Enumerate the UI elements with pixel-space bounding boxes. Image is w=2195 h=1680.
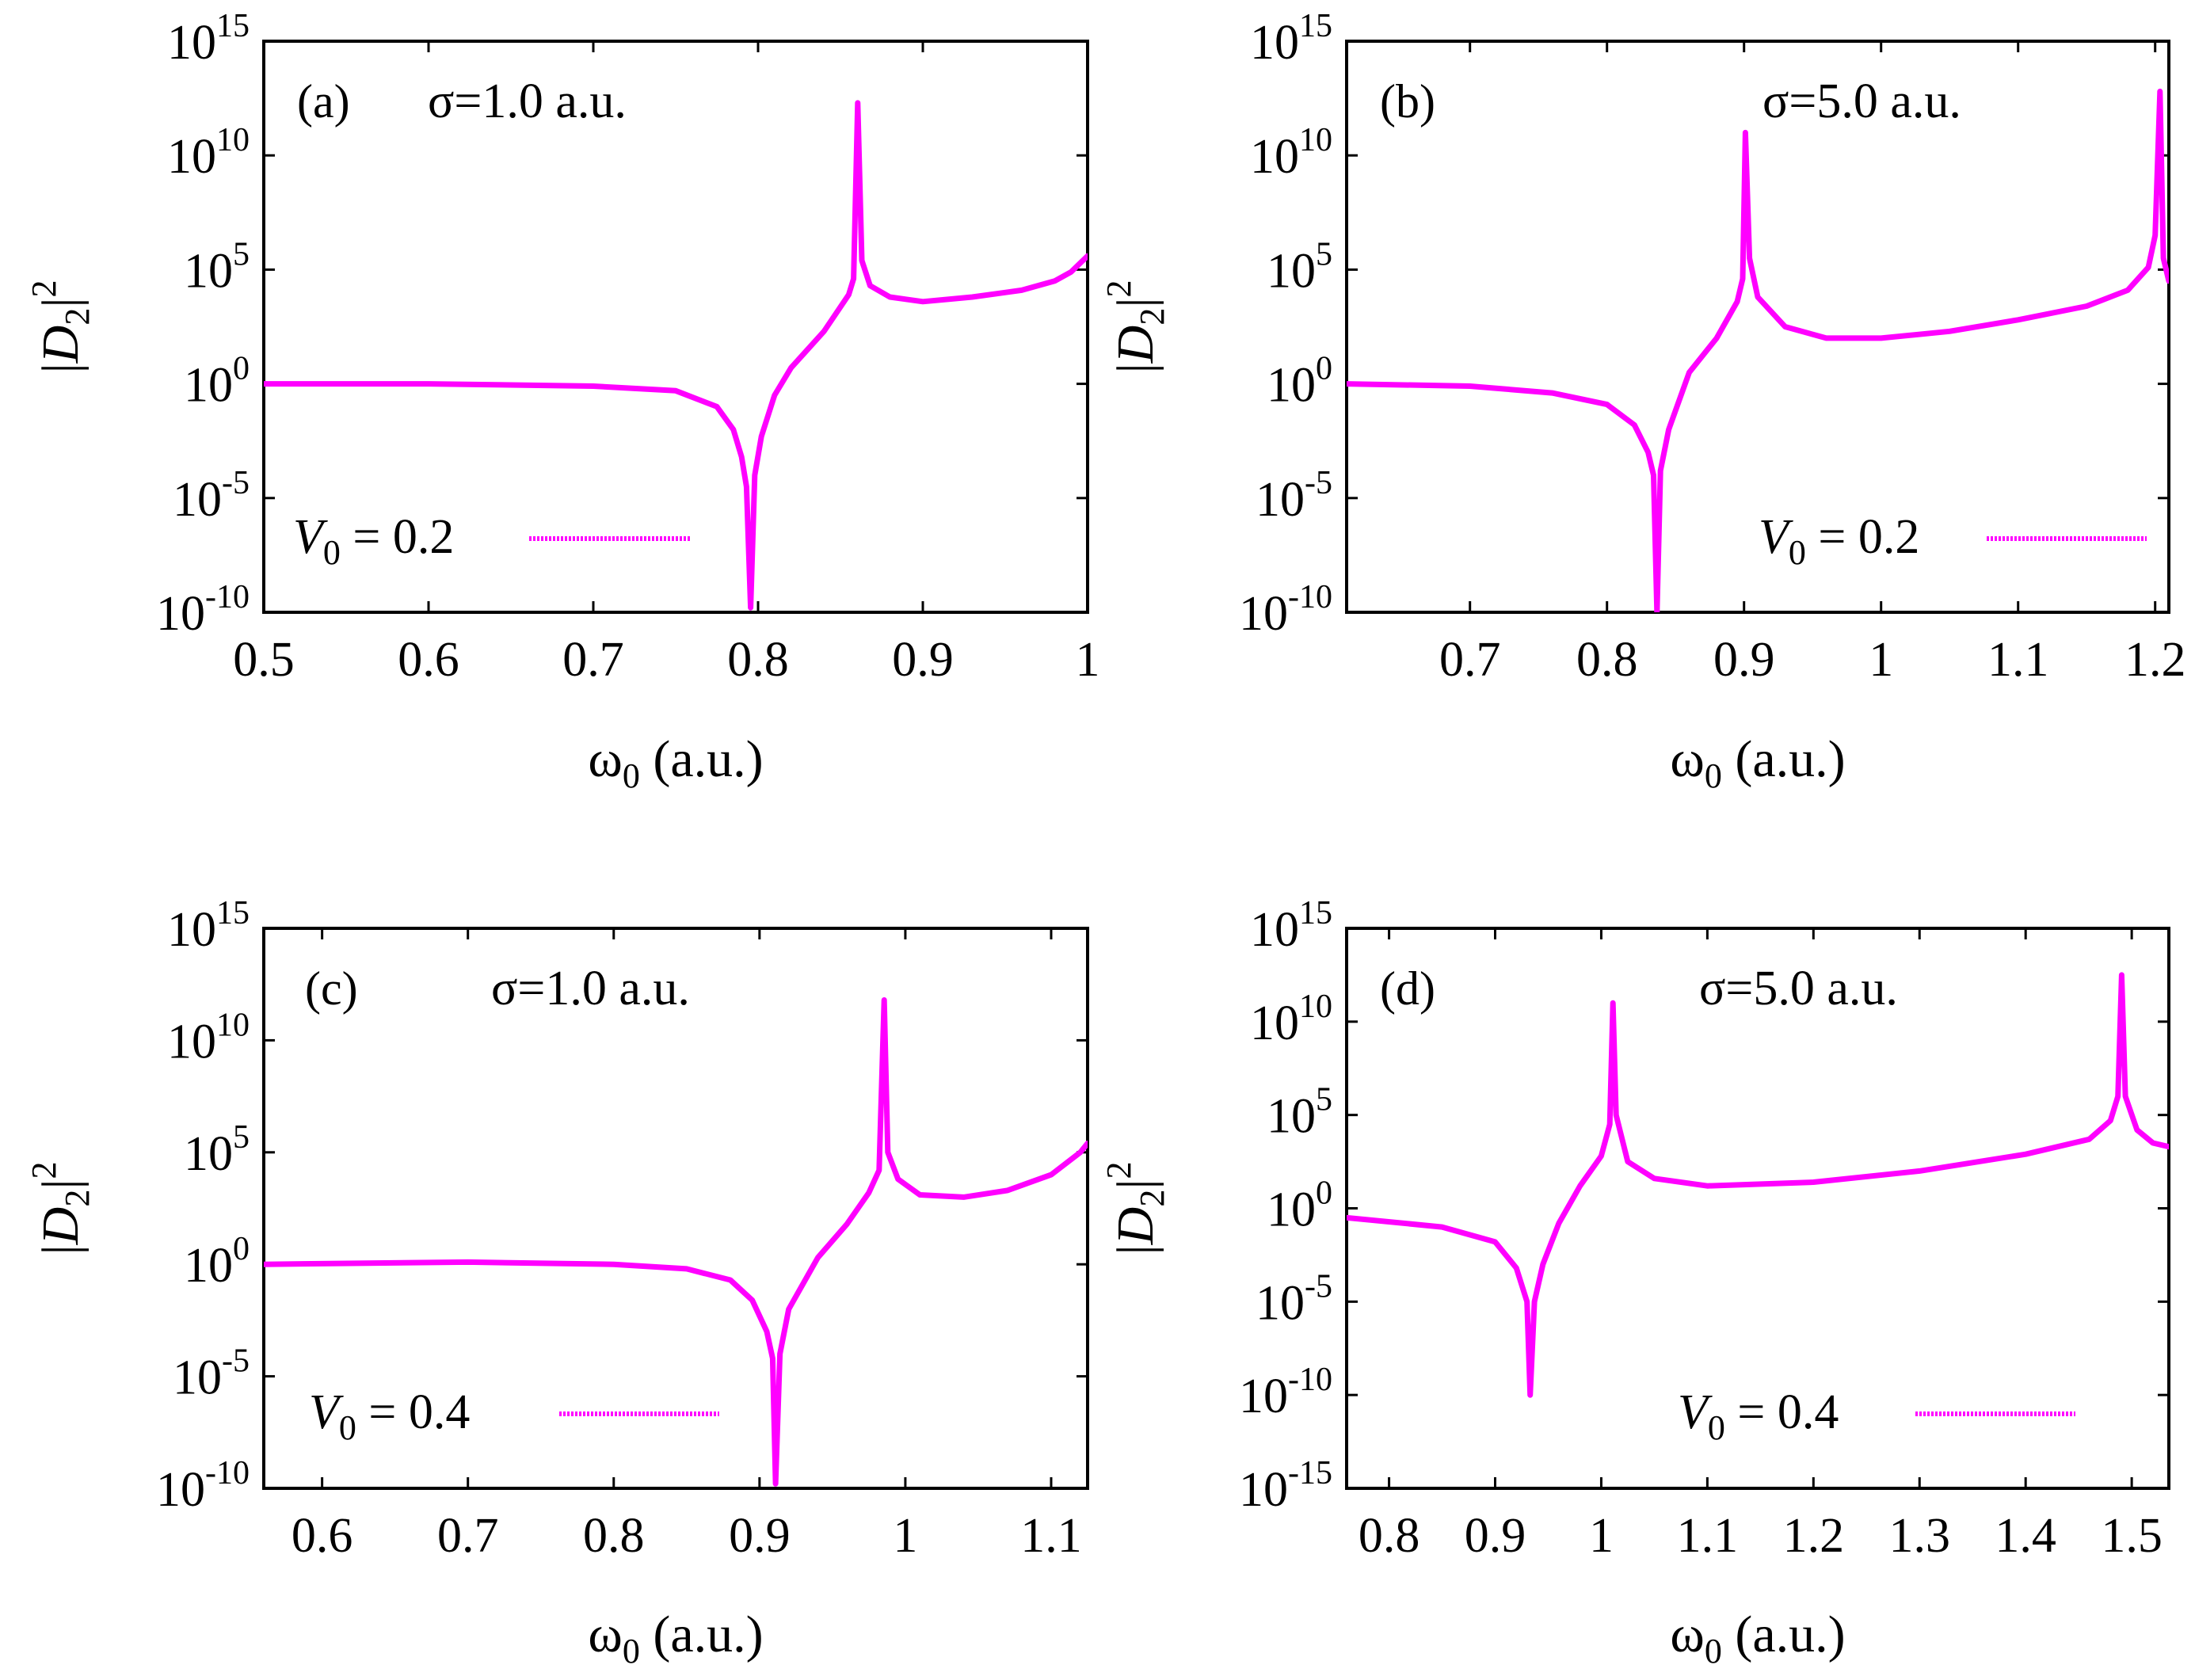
x-axis-title: ω0 (a.u.) (1670, 730, 1845, 795)
y-tick-label: 1015 (167, 8, 250, 70)
chart-panel-b: 0.7 0.8 0.9 1 1.1 1.2 10-10 10-5 100 105 1010 1015 (… (1099, 8, 2185, 795)
panel-label: (a) (297, 75, 350, 128)
y-tick-label: 1010 (1250, 122, 1332, 184)
y-tick-label: 100 (184, 351, 250, 413)
series-line (1347, 972, 2169, 1398)
x-axis-title: ω0 (a.u.) (1670, 1606, 1845, 1670)
x-tick-label: 1 (1869, 633, 1893, 687)
y-tick-label: 1015 (167, 895, 250, 957)
y-tick-label: 1015 (1250, 8, 1332, 70)
y-tick-label: 10-5 (173, 465, 250, 527)
y-tick-label: 1015 (1250, 895, 1332, 957)
x-tick-label: 1.5 (2101, 1509, 2163, 1563)
y-axis-title: |D2|2 (25, 280, 97, 373)
x-tick-label: 0.8 (583, 1509, 645, 1563)
x-tick-label: 0.7 (1439, 633, 1501, 687)
x-axis-title: ω0 (a.u.) (588, 1606, 763, 1670)
y-tick-label: 100 (184, 1231, 250, 1293)
x-tick-label: 0.9 (892, 633, 954, 687)
y-axis-title: |D2|2 (25, 1161, 97, 1255)
x-tick-label: 1.1 (1020, 1509, 1082, 1563)
x-tick-label: 1.2 (1783, 1509, 1845, 1563)
x-tick-label: 0.9 (1465, 1509, 1526, 1563)
y-tick-label: 100 (1267, 351, 1332, 413)
panel-label: (c) (305, 962, 358, 1015)
plot-frame (1345, 40, 2170, 614)
x-tick-label: 0.5 (233, 633, 295, 687)
y-tick-label: 1010 (167, 1007, 250, 1069)
y-tick-label: 105 (184, 236, 250, 298)
x-tick-label: 1.3 (1889, 1509, 1951, 1563)
series-line (264, 100, 1088, 611)
sigma-label: σ=1.0 a.u. (491, 962, 690, 1015)
chart-panel-a: 0.5 0.6 0.7 0.8 0.9 1 10-10 10-5 100 105 1010 1015 (… (25, 8, 1100, 795)
y-tick-label: 10-10 (1239, 1362, 1332, 1423)
legend-label: V0 = 0.2 (293, 510, 454, 572)
chart-panel-c: 0.6 0.7 0.8 0.9 1 1.1 10-10 10-5 100 105 1010 1015 (… (25, 895, 1089, 1670)
y-tick-label: 10-10 (1239, 579, 1332, 641)
x-tick-label: 0.6 (398, 633, 459, 687)
x-tick-label: 1 (1076, 633, 1100, 687)
x-tick-label: 0.8 (1359, 1509, 1420, 1563)
y-tick-label: 1010 (167, 122, 250, 184)
panel-label: (b) (1380, 75, 1435, 128)
x-tick-label: 1.1 (1677, 1509, 1739, 1563)
legend-label: V0 = 0.4 (309, 1385, 470, 1447)
y-tick-label: 10-5 (173, 1343, 250, 1405)
sigma-label: σ=5.0 a.u. (1762, 74, 1961, 128)
series-line (264, 997, 1088, 1487)
y-axis-title: |D2|2 (1099, 1161, 1172, 1255)
y-tick-label: 10-5 (1256, 1268, 1332, 1330)
y-tick-label: 105 (184, 1119, 250, 1181)
y-axis-title: |D2|2 (1099, 280, 1172, 373)
sigma-label: σ=1.0 a.u. (428, 74, 627, 128)
series-line (1347, 88, 2169, 612)
x-tick-label: 0.8 (727, 633, 789, 687)
legend-label: V0 = 0.4 (1678, 1385, 1839, 1447)
y-tick-label: 105 (1267, 1082, 1332, 1144)
x-tick-label: 0.6 (292, 1509, 353, 1563)
sigma-label: σ=5.0 a.u. (1699, 962, 1898, 1015)
x-tick-label: 0.9 (729, 1509, 791, 1563)
x-tick-label: 1 (1589, 1509, 1614, 1563)
panel-label: (d) (1380, 962, 1435, 1015)
y-tick-label: 105 (1267, 236, 1332, 298)
x-tick-label: 1 (893, 1509, 917, 1563)
legend-label: V0 = 0.2 (1759, 510, 1919, 572)
x-tick-label: 0.9 (1713, 633, 1775, 687)
x-tick-label: 0.7 (562, 633, 624, 687)
y-tick-label: 1010 (1250, 989, 1332, 1050)
x-tick-label: 0.7 (437, 1509, 499, 1563)
x-axis-title: ω0 (a.u.) (588, 730, 763, 795)
plot-frame (262, 927, 1089, 1490)
y-tick-label: 10-5 (1256, 465, 1332, 527)
x-tick-label: 0.8 (1576, 633, 1638, 687)
y-tick-label: 10-10 (156, 1455, 250, 1517)
x-tick-label: 1.2 (2125, 633, 2186, 687)
chart-panel-d: 0.8 0.9 1 1.1 1.2 1.3 1.4 1.5 10-15 10-10 10-5 100 1… (1099, 895, 2170, 1670)
x-tick-label: 1.1 (1987, 633, 2049, 687)
y-tick-label: 10-10 (156, 579, 250, 641)
y-tick-label: 10-15 (1239, 1455, 1332, 1517)
y-tick-label: 100 (1267, 1175, 1332, 1237)
x-tick-label: 1.4 (1995, 1509, 2056, 1563)
plot-frame (262, 40, 1089, 614)
